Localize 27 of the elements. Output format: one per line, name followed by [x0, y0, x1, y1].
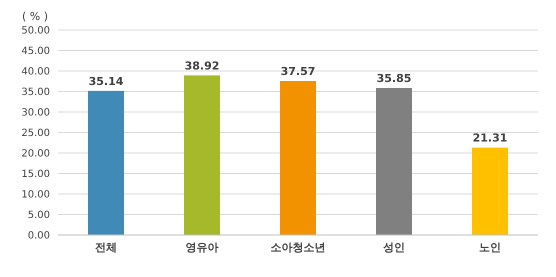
y-tick-label: 35.00 — [21, 87, 50, 98]
bar — [472, 148, 508, 235]
y-tick-label: 30.00 — [21, 108, 50, 119]
bar — [376, 88, 412, 235]
bar — [184, 75, 220, 235]
bar — [280, 80, 316, 235]
y-tick-label: 40.00 — [21, 66, 50, 78]
x-tick-label: 전체 — [95, 240, 117, 254]
bar — [88, 90, 124, 235]
data-label: 35.85 — [376, 72, 412, 86]
data-label: 35.14 — [88, 74, 124, 88]
y-tick-label: 50.00 — [21, 26, 50, 37]
x-tick-label: 노인 — [479, 240, 501, 254]
y-axis-title: ( % ) — [22, 10, 48, 23]
y-tick-label: 20.00 — [21, 148, 50, 160]
y-tick-label: 10.00 — [21, 190, 50, 201]
x-tick-label: 성인 — [383, 240, 405, 254]
y-tick-label: 5.00 — [28, 210, 50, 222]
x-tick-label: 소아청소년 — [270, 240, 326, 254]
y-tick-label: 0.00 — [28, 230, 50, 242]
data-label: 37.57 — [280, 64, 316, 78]
y-tick-label: 45.00 — [21, 46, 50, 58]
y-tick-label: 25.00 — [21, 128, 50, 140]
x-tick-label: 영유아 — [186, 240, 218, 254]
y-tick-label: 15.00 — [21, 169, 50, 180]
data-label: 38.92 — [184, 59, 220, 72]
data-label: 21.31 — [472, 132, 508, 145]
